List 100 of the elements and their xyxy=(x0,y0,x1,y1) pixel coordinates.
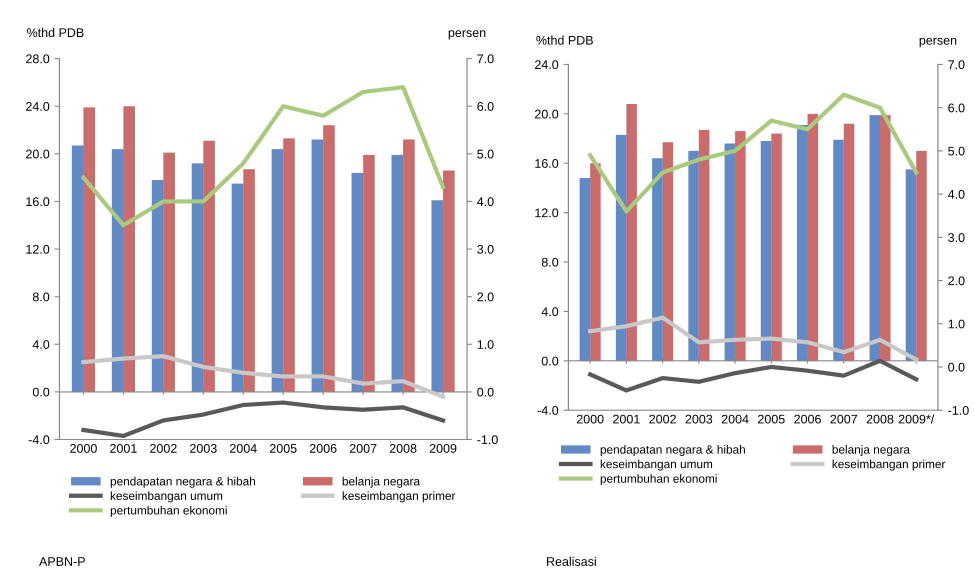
bar xyxy=(797,124,808,361)
bar xyxy=(771,134,782,361)
bar xyxy=(283,138,295,392)
y-axis-title: %thd PDB xyxy=(536,36,593,45)
legend-label: pertumbuhan ekonomi xyxy=(110,506,227,517)
y2-tick-label: 1.0 xyxy=(948,320,965,328)
bar xyxy=(590,163,601,361)
y-tick-label: 4.0 xyxy=(542,307,558,316)
line-series xyxy=(81,85,446,228)
x-tick-label: 2002 xyxy=(150,444,177,453)
y-tick-label: 20.0 xyxy=(26,150,50,158)
x-tick-label: 2001 xyxy=(613,414,640,424)
bar xyxy=(688,150,699,361)
y2-tick-label: 3.0 xyxy=(477,244,494,254)
bar xyxy=(203,140,215,392)
x-tick-label: 2001 xyxy=(110,444,137,453)
legend-label: belanja negara xyxy=(832,445,910,456)
x-tick-label: 2000 xyxy=(576,414,604,424)
x-tick-label: 2000 xyxy=(70,444,97,453)
x-tick-label: 2004 xyxy=(230,444,257,453)
y2-tick-label: -1.0 xyxy=(948,406,969,415)
y2-tick-label: 2.0 xyxy=(477,292,494,302)
line-series xyxy=(588,92,918,214)
y-tick-label: 16.0 xyxy=(535,159,558,168)
y-tick-label: 28.0 xyxy=(26,54,50,64)
bar xyxy=(112,149,124,392)
bar xyxy=(443,170,455,392)
bar xyxy=(363,155,375,392)
bar xyxy=(760,141,772,361)
y-tick-label: 12.0 xyxy=(26,244,50,254)
x-tick-label: 2009*/ xyxy=(898,414,934,424)
bar xyxy=(431,200,444,392)
x-tick-label: 2002 xyxy=(649,414,676,424)
bar xyxy=(808,114,818,361)
legend-label: keseimbangan primer xyxy=(342,491,456,502)
legend-label: keseimbangan umum xyxy=(110,491,222,502)
y2-tick-label: 0.0 xyxy=(948,362,965,372)
x-tick-label: 2005 xyxy=(270,444,297,453)
legend-label: pendapatan negara & hibah xyxy=(110,476,255,488)
bar xyxy=(72,145,84,392)
bar xyxy=(312,140,324,392)
bar xyxy=(662,142,674,361)
y-tick-label: 24.0 xyxy=(535,60,558,70)
x-tick-label: 2004 xyxy=(722,414,749,424)
line-series xyxy=(588,316,918,362)
bar xyxy=(163,152,175,392)
bar xyxy=(880,115,890,361)
x-tick-label: 2006 xyxy=(310,444,337,453)
x-tick-label: 2009 xyxy=(430,444,456,453)
y-tick-label: 16.0 xyxy=(26,197,50,206)
x-tick-label: 2005 xyxy=(758,414,785,424)
y-tick-label: 8.0 xyxy=(542,258,558,267)
y-tick-label: 8.0 xyxy=(32,292,50,302)
x-tick-label: 2006 xyxy=(794,414,821,424)
x-tick-label: 2003 xyxy=(190,444,217,453)
y2-tick-label: 6.0 xyxy=(948,103,965,112)
legend-label: pendapatan negara & hibah xyxy=(600,445,745,456)
x-tick-label: 2008 xyxy=(866,414,894,424)
y2-tick-label: 6.0 xyxy=(477,102,494,111)
y2-tick-label: 5.0 xyxy=(948,146,965,156)
legend-label: belanja negara xyxy=(342,476,420,488)
legend-label: keseimbangan umum xyxy=(600,460,712,471)
x-tick-label: 2008 xyxy=(390,444,416,453)
line-series xyxy=(81,400,446,438)
bar xyxy=(272,149,284,392)
bar xyxy=(83,107,96,392)
bar xyxy=(735,131,746,361)
text: Realisasi xyxy=(547,556,596,566)
x-tick-label: 2003 xyxy=(686,414,712,424)
y-tick-label: 4.0 xyxy=(32,340,50,349)
y-tick-label: -4.0 xyxy=(538,406,558,415)
y-tick-label: 0.0 xyxy=(542,356,558,366)
y2-axis-title: persen xyxy=(920,38,956,48)
bar xyxy=(392,155,404,392)
legend-label: pertumbuhan ekonomi xyxy=(600,474,717,486)
legend-label: keseimbangan primer xyxy=(832,460,946,471)
y2-tick-label: 5.0 xyxy=(477,150,494,158)
bar xyxy=(232,184,244,392)
y2-tick-label: 2.0 xyxy=(948,276,965,286)
bar xyxy=(626,104,637,361)
bar xyxy=(652,158,663,361)
y2-tick-label: -1.0 xyxy=(477,435,498,444)
y-axis-title: %thd PDB xyxy=(27,28,84,38)
y-tick-label: 20.0 xyxy=(535,110,558,119)
line-series xyxy=(588,358,918,393)
bar xyxy=(724,143,736,361)
bar xyxy=(906,169,916,361)
bar xyxy=(123,106,135,392)
y2-tick-label: 1.0 xyxy=(478,340,494,349)
bar xyxy=(403,140,415,392)
bar xyxy=(192,163,204,392)
y-tick-label: 24.0 xyxy=(26,102,50,111)
bar xyxy=(698,130,710,361)
x-tick-label: 2007 xyxy=(830,414,858,424)
line-series xyxy=(81,354,446,399)
y2-tick-label: 4.0 xyxy=(477,197,494,206)
bar xyxy=(844,124,854,361)
y2-tick-label: 7.0 xyxy=(477,54,494,64)
x-tick-label: 2007 xyxy=(350,444,376,453)
y-tick-label: 12.0 xyxy=(535,208,558,218)
